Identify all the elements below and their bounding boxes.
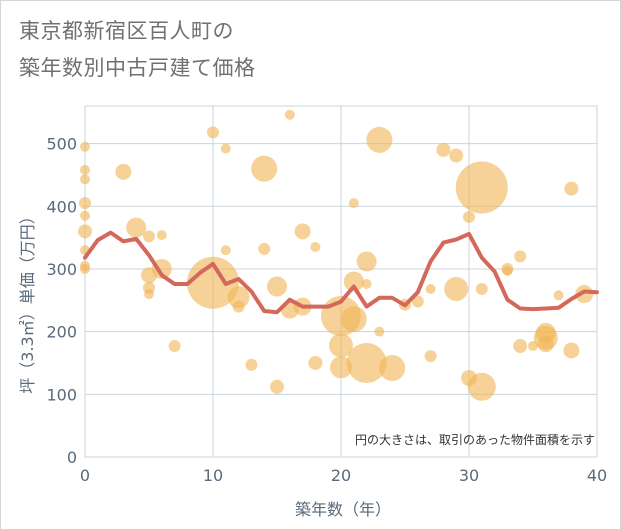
bubble-point bbox=[379, 354, 406, 381]
bubble-point bbox=[455, 161, 508, 214]
average-line-series bbox=[83, 230, 599, 315]
y-tick-label: 400 bbox=[46, 197, 77, 216]
bubble-point bbox=[294, 223, 311, 240]
y-tick-label: 500 bbox=[46, 135, 77, 154]
bubble-point bbox=[463, 210, 475, 223]
bubble-point bbox=[514, 250, 527, 263]
bubble-point bbox=[245, 358, 258, 371]
bubble-point bbox=[168, 340, 181, 353]
x-tick-label: 10 bbox=[203, 466, 223, 485]
bubble-point bbox=[187, 256, 239, 309]
chart-title-line-2: 築年数別中古戸建て価格 bbox=[19, 56, 256, 80]
bubble-point bbox=[374, 326, 385, 337]
bubble-point bbox=[207, 126, 219, 139]
bubble-point bbox=[80, 174, 90, 185]
bubble-point bbox=[330, 356, 352, 379]
bubble-point bbox=[80, 141, 90, 152]
y-axis-label: 坪（3.3㎡）単価（万円） bbox=[18, 208, 37, 393]
bubble-size-note: 円の大きさは、取引のあった物件面積を示す bbox=[355, 432, 595, 447]
bubble-point bbox=[143, 230, 155, 243]
bubble-point bbox=[502, 265, 513, 276]
x-tick-label: 20 bbox=[331, 466, 351, 485]
x-axis-ticks: 0 10 20 30 40 bbox=[80, 466, 607, 485]
bubble-point bbox=[340, 306, 367, 333]
bubble-point bbox=[115, 163, 132, 180]
bubble-point bbox=[411, 295, 424, 308]
bubble-point bbox=[308, 355, 323, 370]
bubble-point bbox=[80, 210, 90, 221]
bubble-point bbox=[267, 276, 287, 297]
bubble-point bbox=[126, 217, 147, 238]
bubble-point bbox=[564, 181, 579, 196]
bubble-point bbox=[575, 285, 594, 304]
bubble-point bbox=[329, 333, 353, 358]
bubble-point bbox=[424, 350, 437, 363]
bubble-series bbox=[78, 109, 594, 401]
y-tick-label: 0 bbox=[67, 448, 77, 467]
bubble-point bbox=[284, 109, 295, 120]
x-axis-label: 築年数（年） bbox=[295, 500, 391, 519]
bubble-point bbox=[144, 289, 154, 300]
bubble-point bbox=[251, 155, 278, 182]
bubble-point bbox=[436, 142, 451, 157]
x-tick-label: 30 bbox=[459, 466, 479, 485]
bubble-point bbox=[79, 197, 91, 210]
bubble-point bbox=[227, 286, 250, 309]
bubble-point bbox=[80, 263, 90, 274]
average-price-line bbox=[83, 230, 599, 315]
bubble-point bbox=[425, 284, 436, 295]
bubble-point bbox=[366, 126, 393, 153]
bubble-point bbox=[343, 271, 364, 292]
bubble-point bbox=[449, 148, 464, 163]
bubble-point bbox=[513, 339, 528, 354]
bubble-point bbox=[553, 290, 564, 301]
grid-lines bbox=[84, 105, 598, 458]
bubble-point bbox=[467, 372, 496, 401]
y-tick-label: 300 bbox=[46, 260, 77, 279]
bubble-point bbox=[563, 342, 580, 359]
bubble-point bbox=[78, 224, 92, 239]
bubble-point bbox=[475, 283, 488, 296]
y-tick-label: 200 bbox=[46, 323, 77, 342]
chart-title-line-1: 東京都新宿区百人町の bbox=[19, 19, 234, 43]
x-tick-label: 40 bbox=[587, 466, 607, 485]
bubble-point bbox=[310, 242, 321, 253]
bubble-point bbox=[156, 230, 167, 241]
bubble-point bbox=[220, 143, 231, 154]
bubble-point bbox=[537, 336, 554, 353]
bubble-point bbox=[361, 279, 372, 290]
bubble-point bbox=[258, 242, 271, 255]
bubble-point bbox=[348, 198, 359, 209]
bubble-point bbox=[356, 251, 377, 272]
bubble-point bbox=[232, 300, 245, 313]
y-tick-label: 100 bbox=[46, 385, 77, 404]
y-axis-ticks: 0 100 200 300 400 500 bbox=[46, 135, 77, 467]
bubble-point bbox=[220, 245, 231, 256]
bubble-point bbox=[270, 379, 284, 394]
x-tick-label: 0 bbox=[80, 466, 90, 485]
bubble-point bbox=[346, 342, 387, 383]
bubble-point bbox=[444, 277, 469, 302]
bubble-point bbox=[80, 164, 90, 175]
